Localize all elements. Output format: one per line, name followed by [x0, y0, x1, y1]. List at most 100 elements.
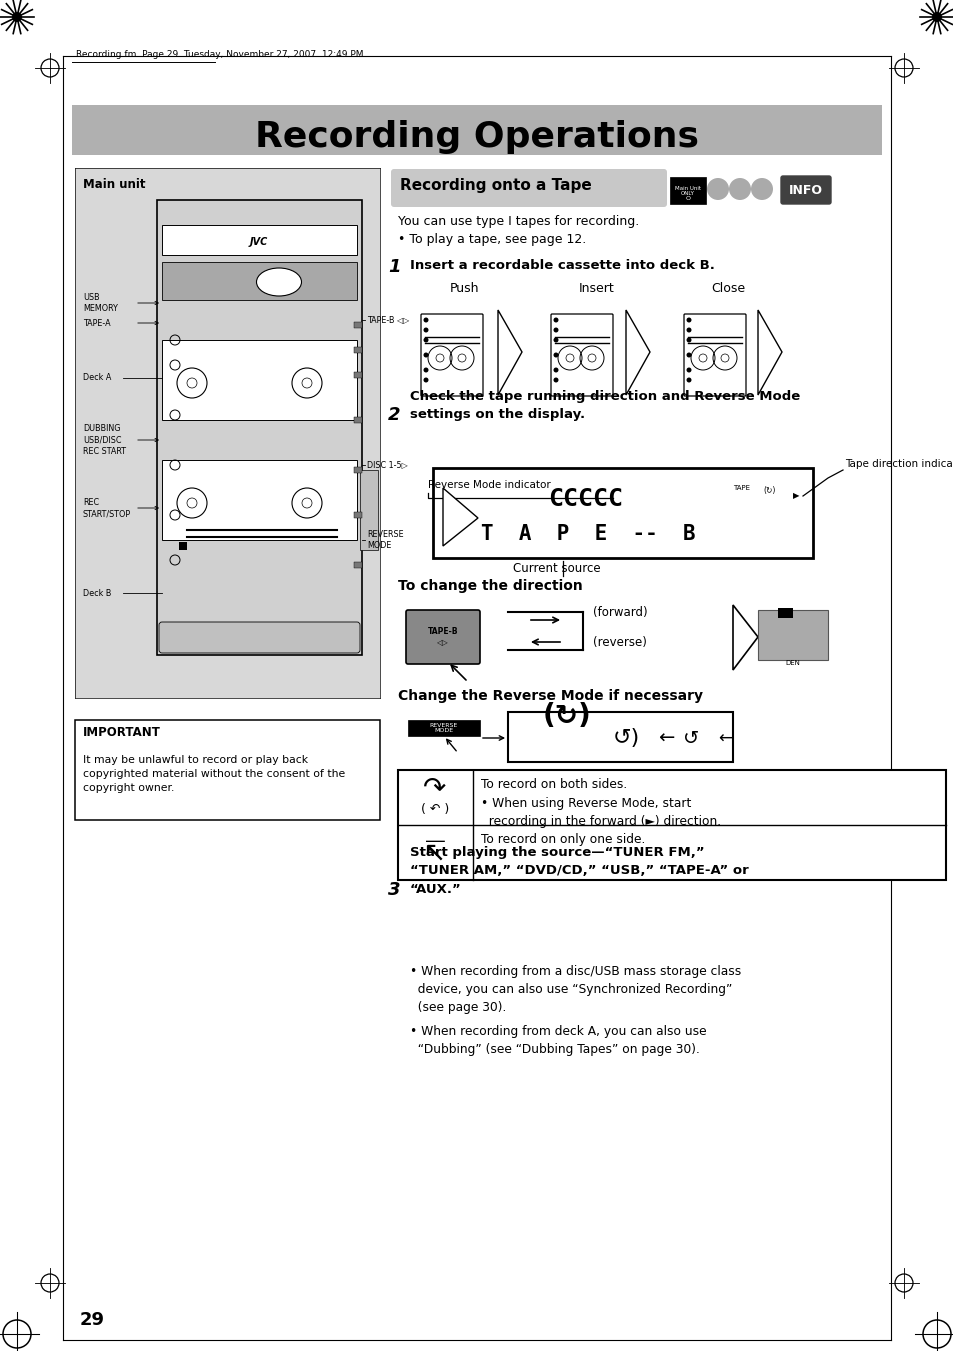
- Text: INFO: INFO: [788, 185, 822, 197]
- Text: To record on both sides.
• When using Reverse Mode, start
  recording in the for: To record on both sides. • When using Re…: [480, 778, 720, 828]
- Circle shape: [686, 377, 691, 382]
- Bar: [359, 470, 377, 550]
- Text: It may be unlawful to record or play back
copyrighted material without the conse: It may be unlawful to record or play bac…: [83, 755, 345, 793]
- FancyBboxPatch shape: [683, 313, 745, 396]
- Circle shape: [686, 338, 691, 343]
- Circle shape: [423, 317, 428, 323]
- Text: To change the direction: To change the direction: [397, 580, 582, 593]
- Bar: [162, 340, 356, 420]
- Circle shape: [423, 377, 428, 382]
- Text: ↺: ↺: [682, 730, 699, 748]
- Bar: [397, 770, 945, 880]
- Text: Insert a recordable cassette into deck B.: Insert a recordable cassette into deck B…: [410, 259, 714, 272]
- Polygon shape: [758, 309, 781, 394]
- Circle shape: [12, 12, 22, 22]
- Text: Recording onto a Tape: Recording onto a Tape: [399, 178, 591, 193]
- Bar: [354, 347, 361, 353]
- Circle shape: [553, 377, 558, 382]
- FancyBboxPatch shape: [781, 176, 830, 204]
- Polygon shape: [732, 605, 758, 670]
- Bar: [354, 322, 361, 328]
- Text: Reverse Mode indicator: Reverse Mode indicator: [428, 480, 550, 490]
- Circle shape: [728, 178, 750, 200]
- Bar: [162, 262, 356, 300]
- Bar: [157, 200, 361, 655]
- Circle shape: [686, 353, 691, 358]
- Text: Current source: Current source: [513, 562, 600, 576]
- Bar: [354, 417, 361, 423]
- Text: USB
MEMORY: USB MEMORY: [83, 293, 118, 313]
- Text: Push: Push: [450, 282, 479, 295]
- Circle shape: [423, 338, 428, 343]
- Bar: [354, 467, 361, 473]
- Text: (forward): (forward): [593, 607, 647, 619]
- Text: REVERSE
MODE: REVERSE MODE: [430, 723, 457, 734]
- Text: REVERSE
MODE: REVERSE MODE: [367, 530, 403, 550]
- Text: T  A  P  E  --  B: T A P E -- B: [480, 524, 695, 544]
- Bar: [162, 226, 356, 255]
- Text: DEN: DEN: [784, 661, 800, 666]
- Bar: [354, 562, 361, 567]
- Text: • When recording from deck A, you can also use
  “Dubbing” (see “Dubbing Tapes” : • When recording from deck A, you can al…: [410, 1025, 706, 1056]
- Text: To record on only one side.: To record on only one side.: [480, 834, 644, 846]
- Bar: [507, 712, 732, 762]
- Text: Change the Reverse Mode if necessary: Change the Reverse Mode if necessary: [397, 689, 702, 703]
- Circle shape: [423, 353, 428, 358]
- Text: ↷: ↷: [423, 774, 446, 802]
- Bar: [75, 168, 379, 698]
- Text: 29: 29: [80, 1310, 105, 1329]
- Circle shape: [931, 12, 941, 22]
- Text: (↻): (↻): [542, 703, 591, 730]
- Text: IMPORTANT: IMPORTANT: [83, 725, 161, 739]
- Circle shape: [423, 327, 428, 332]
- Text: CCCCC: CCCCC: [547, 486, 622, 511]
- Circle shape: [706, 178, 728, 200]
- Text: DUBBING
USB/DISC
REC START: DUBBING USB/DISC REC START: [83, 424, 126, 455]
- Text: TAPE-A: TAPE-A: [83, 319, 111, 327]
- Bar: [75, 720, 379, 820]
- Ellipse shape: [256, 267, 301, 296]
- FancyBboxPatch shape: [406, 611, 479, 663]
- Text: TAPE: TAPE: [732, 485, 749, 490]
- Text: ▶: ▶: [792, 490, 799, 500]
- Text: Main unit: Main unit: [83, 178, 146, 190]
- Bar: [758, 611, 827, 661]
- Circle shape: [686, 327, 691, 332]
- Bar: [408, 720, 479, 736]
- Text: TAPE-B
◁▷: TAPE-B ◁▷: [427, 627, 457, 647]
- Bar: [162, 459, 356, 540]
- Bar: [179, 542, 187, 550]
- FancyBboxPatch shape: [159, 621, 359, 653]
- Text: (↻): (↻): [762, 486, 775, 494]
- Text: ( ↶ ): ( ↶ ): [420, 804, 449, 816]
- Text: Insert: Insert: [578, 282, 615, 295]
- Circle shape: [423, 367, 428, 373]
- Text: 2: 2: [388, 407, 400, 424]
- FancyBboxPatch shape: [420, 313, 482, 396]
- Bar: [71, 105, 882, 155]
- Circle shape: [553, 367, 558, 373]
- Circle shape: [686, 317, 691, 323]
- Text: Deck A: Deck A: [83, 373, 112, 382]
- Text: REC
START/STOP: REC START/STOP: [83, 499, 131, 517]
- Text: TAPE-B ◁▷: TAPE-B ◁▷: [367, 316, 409, 324]
- Text: Deck B: Deck B: [83, 589, 112, 597]
- Circle shape: [750, 178, 772, 200]
- Text: Main Unit
ONLY: Main Unit ONLY: [675, 185, 700, 196]
- Circle shape: [923, 1320, 950, 1348]
- Text: ←: ←: [658, 730, 674, 748]
- Text: 1: 1: [388, 258, 400, 276]
- Text: • To play a tape, see page 12.: • To play a tape, see page 12.: [397, 232, 586, 246]
- Bar: [354, 372, 361, 378]
- Polygon shape: [442, 488, 477, 546]
- Bar: [669, 177, 705, 204]
- Circle shape: [553, 317, 558, 323]
- Text: DISC 1-5▷: DISC 1-5▷: [367, 461, 407, 470]
- Text: • When recording from a disc/USB mass storage class
  device, you can also use “: • When recording from a disc/USB mass st…: [410, 965, 740, 1015]
- Text: O: O: [685, 196, 690, 201]
- Circle shape: [553, 327, 558, 332]
- Circle shape: [553, 338, 558, 343]
- Text: You can use type I tapes for recording.: You can use type I tapes for recording.: [397, 215, 639, 228]
- Text: Recording Operations: Recording Operations: [254, 120, 699, 154]
- Polygon shape: [625, 309, 649, 394]
